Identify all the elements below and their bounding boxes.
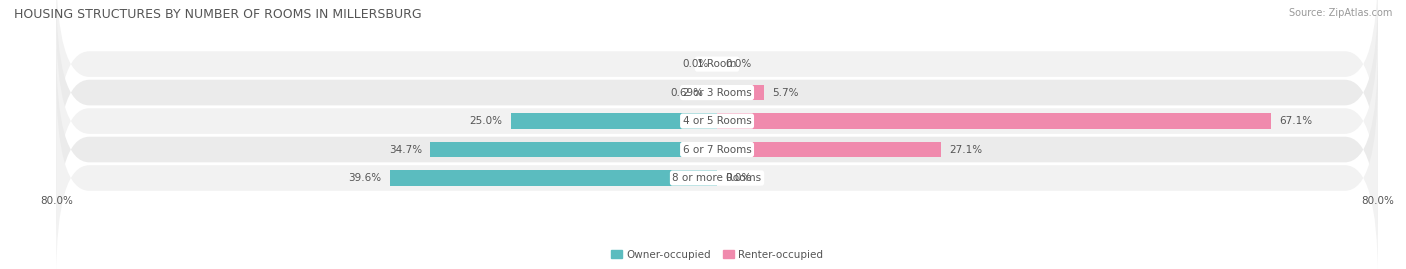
Text: 2 or 3 Rooms: 2 or 3 Rooms (683, 88, 751, 98)
Text: 8 or more Rooms: 8 or more Rooms (672, 173, 762, 183)
Text: 0.0%: 0.0% (725, 173, 752, 183)
FancyBboxPatch shape (56, 0, 1378, 165)
Text: 67.1%: 67.1% (1279, 116, 1313, 126)
Text: HOUSING STRUCTURES BY NUMBER OF ROOMS IN MILLERSBURG: HOUSING STRUCTURES BY NUMBER OF ROOMS IN… (14, 8, 422, 21)
FancyBboxPatch shape (56, 77, 1378, 269)
Bar (510, 113, 717, 129)
Text: 34.7%: 34.7% (389, 144, 422, 154)
Bar (389, 170, 717, 186)
FancyBboxPatch shape (56, 0, 1378, 194)
Text: 0.0%: 0.0% (682, 59, 709, 69)
Bar (717, 113, 1271, 129)
Bar (717, 85, 763, 100)
Text: 4 or 5 Rooms: 4 or 5 Rooms (683, 116, 751, 126)
Text: 5.7%: 5.7% (772, 88, 799, 98)
Text: 39.6%: 39.6% (349, 173, 381, 183)
Text: 0.69%: 0.69% (671, 88, 703, 98)
Text: Source: ZipAtlas.com: Source: ZipAtlas.com (1288, 8, 1392, 18)
FancyBboxPatch shape (56, 48, 1378, 251)
FancyBboxPatch shape (56, 20, 1378, 222)
Legend: Owner-occupied, Renter-occupied: Owner-occupied, Renter-occupied (607, 246, 827, 264)
Text: 25.0%: 25.0% (470, 116, 502, 126)
Text: 1 Room: 1 Room (697, 59, 737, 69)
Text: 27.1%: 27.1% (949, 144, 983, 154)
Bar (717, 142, 941, 157)
Text: 0.0%: 0.0% (725, 59, 752, 69)
Text: 6 or 7 Rooms: 6 or 7 Rooms (683, 144, 751, 154)
Bar (430, 142, 717, 157)
Bar (711, 85, 717, 100)
